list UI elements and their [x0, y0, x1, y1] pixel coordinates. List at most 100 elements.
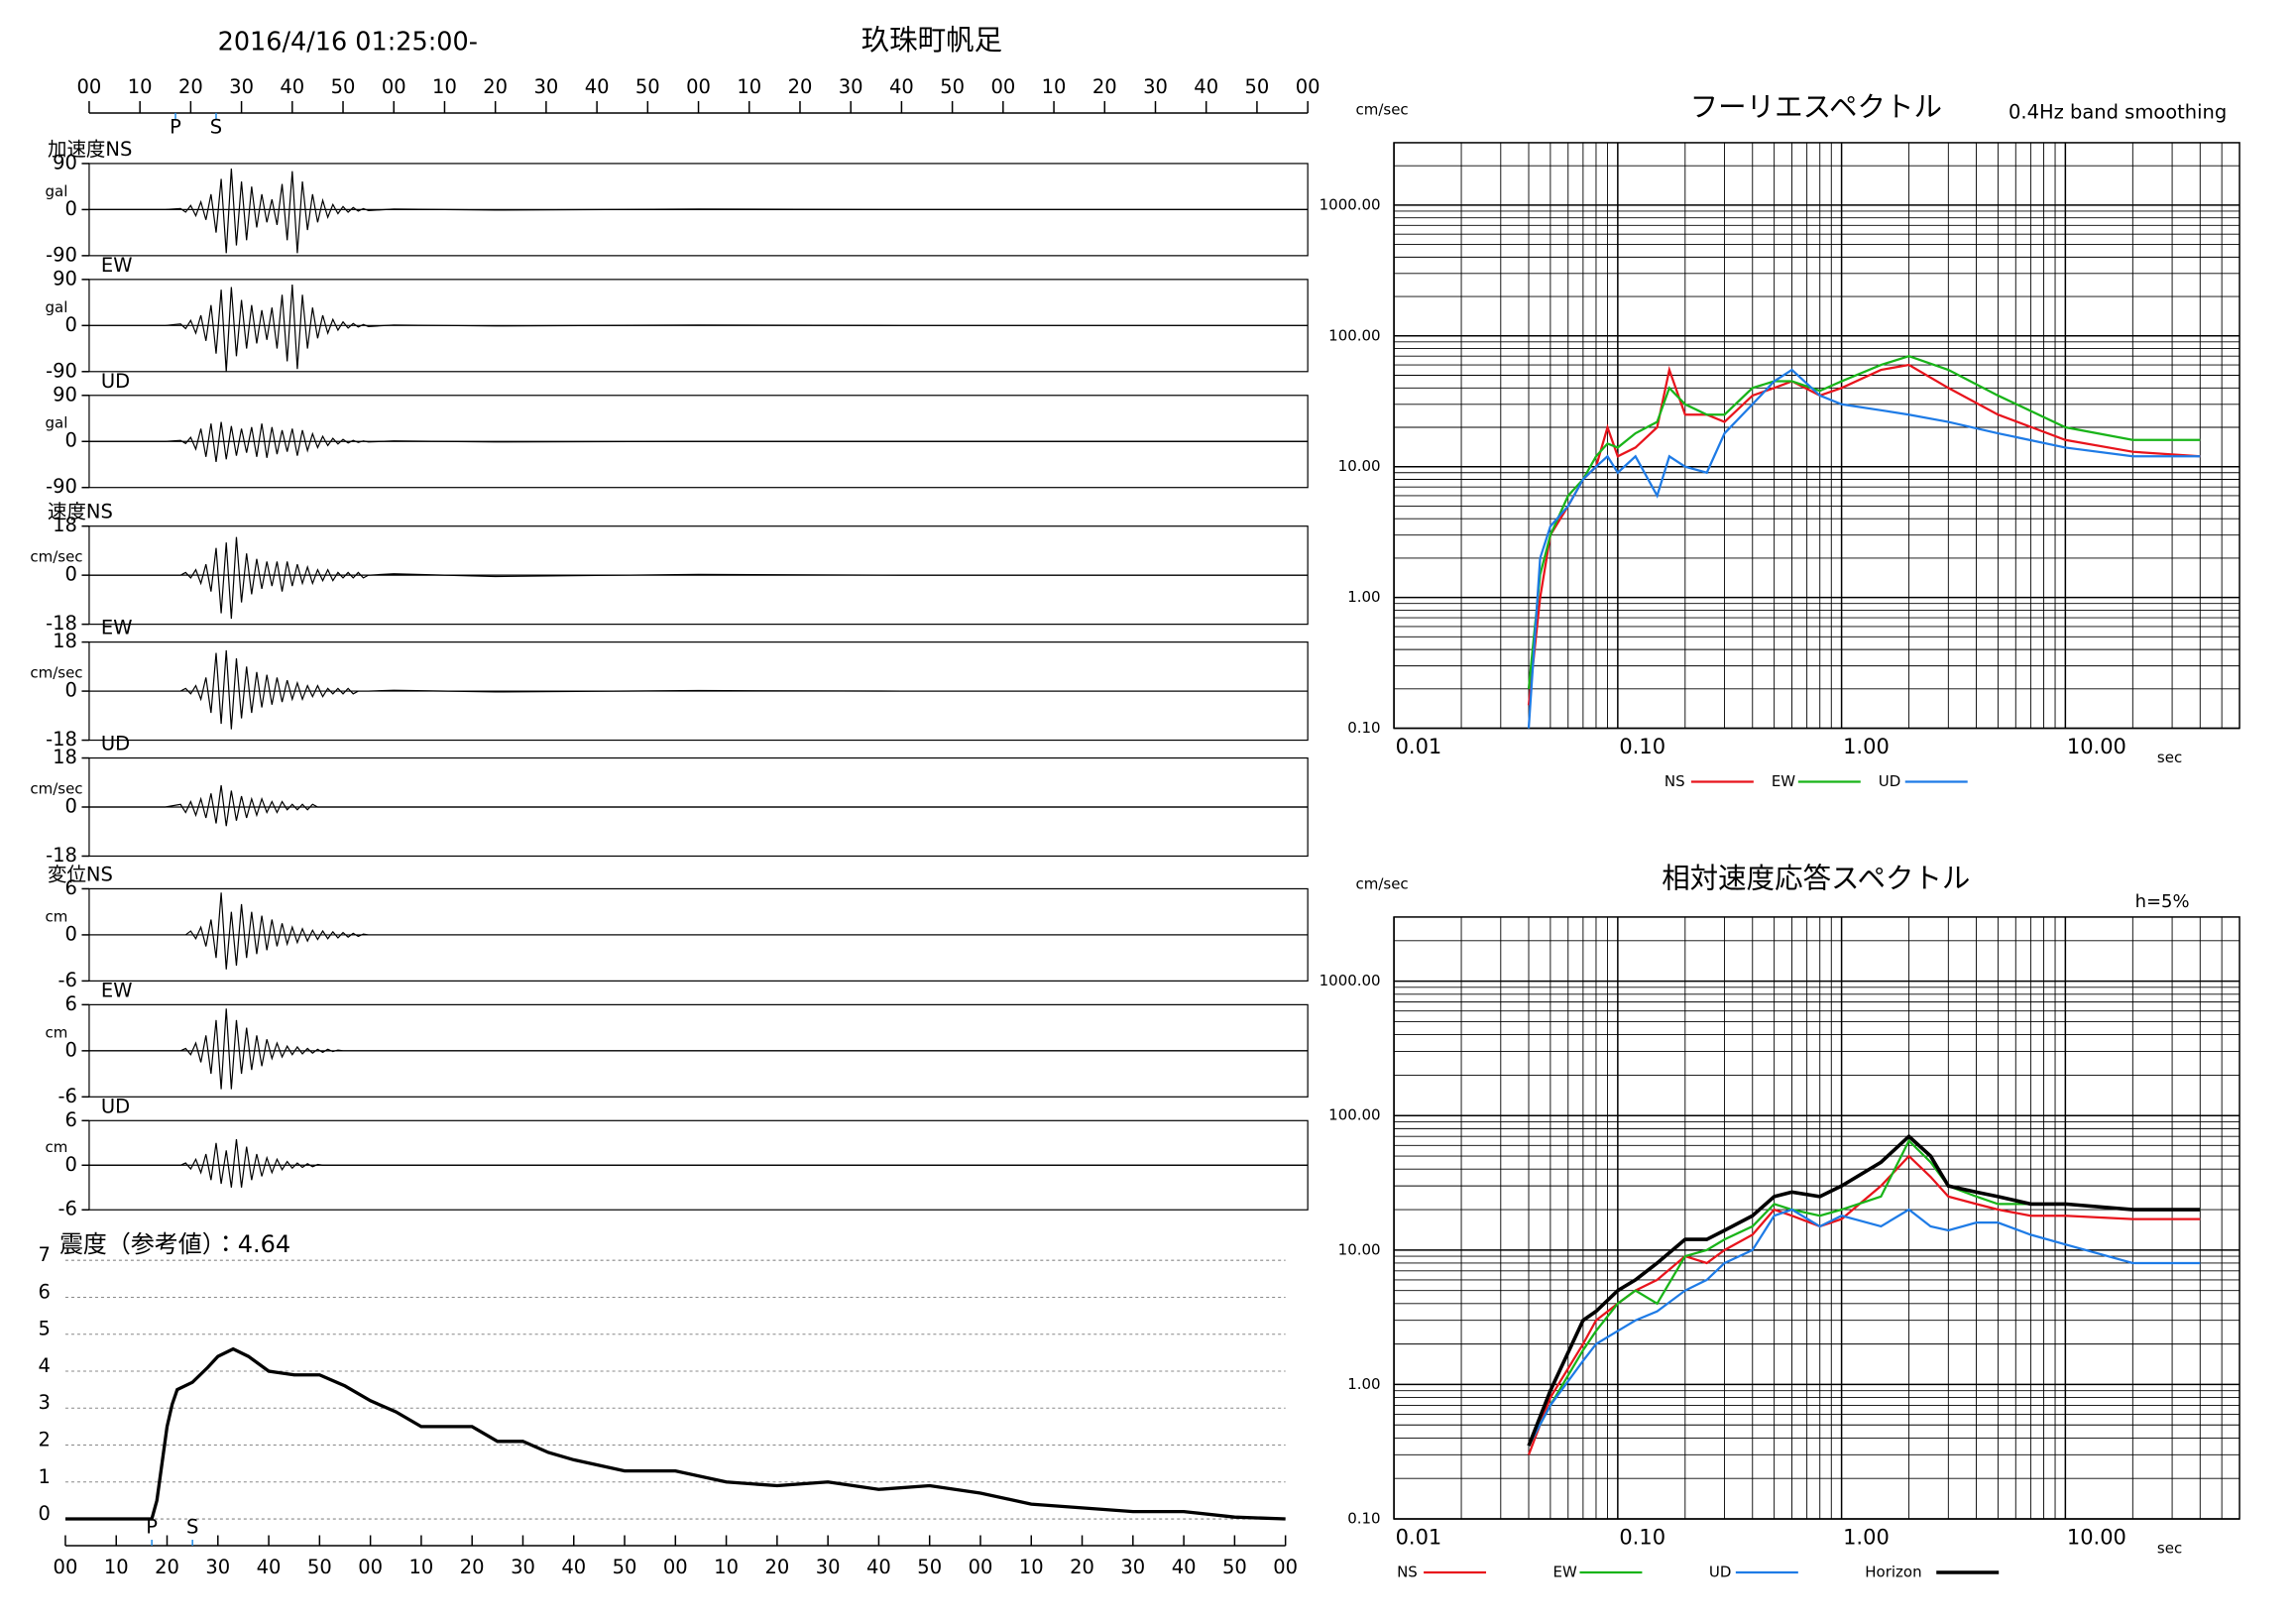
x-tick-label: 30	[1120, 1556, 1145, 1578]
waveform	[88, 784, 1309, 827]
y-tick-label: 1	[39, 1465, 51, 1488]
legend-label: UD	[1709, 1564, 1732, 1581]
y-tick-label: 10.00	[1338, 457, 1381, 475]
y-tick-label: 0	[65, 563, 77, 586]
legend-label: EW	[1552, 1564, 1576, 1581]
x-tick-label: 00	[382, 75, 406, 98]
x-tick-label: 20	[460, 1556, 485, 1578]
x-tick-label: 1.00	[1843, 735, 1890, 758]
y-tick-label: 90	[53, 151, 77, 174]
x-tick-label: 0.10	[1619, 1526, 1665, 1550]
y-tick-label: -6	[58, 969, 77, 991]
x-tick-label: 1.00	[1843, 1526, 1890, 1550]
y-tick-label: 18	[53, 630, 77, 652]
y-tick-label: 6	[65, 992, 77, 1015]
x-tick-label: 10	[409, 1556, 434, 1578]
x-tick-label: 50	[1222, 1556, 1247, 1578]
annotation: h=5%	[2135, 891, 2190, 912]
phase-label: P	[170, 115, 181, 138]
y-tick-label: 1.00	[1347, 1375, 1380, 1393]
x-tick-label: 40	[561, 1556, 586, 1578]
x-axis-unit: sec	[2157, 749, 2182, 766]
chart-subtitle: 0.4Hz band smoothing	[2009, 100, 2227, 123]
y-tick-label: -6	[58, 1198, 77, 1220]
waveform	[88, 421, 1309, 462]
x-tick-label: 50	[307, 1556, 332, 1578]
x-tick-label: 40	[585, 75, 610, 98]
x-tick-label: 50	[940, 75, 965, 98]
y-tick-label: 0	[65, 1153, 77, 1176]
y-tick-label: -18	[46, 728, 77, 751]
y-tick-label: 100.00	[1328, 326, 1380, 344]
x-tick-label: 30	[839, 75, 863, 98]
spectrum-line	[1527, 355, 2201, 689]
y-tick-label: 10.00	[1338, 1240, 1381, 1258]
y-tick-label: -90	[46, 243, 77, 266]
x-tick-label: 10	[1019, 1556, 1044, 1578]
x-tick-label: 00	[54, 1556, 78, 1578]
y-tick-label: 2	[39, 1429, 51, 1451]
x-tick-label: 50	[331, 75, 356, 98]
unit-label: gal	[46, 182, 68, 200]
x-tick-label: 00	[77, 75, 102, 98]
x-tick-label: 20	[155, 1556, 179, 1578]
y-tick-label: 18	[53, 514, 77, 536]
y-axis-unit: cm/sec	[1356, 874, 1409, 892]
x-tick-label: 00	[1273, 1556, 1298, 1578]
legend-label: Horizon	[1865, 1564, 1921, 1581]
x-tick-label: 40	[889, 75, 914, 98]
y-tick-label: 4	[39, 1354, 51, 1377]
spectrum-line	[1527, 1133, 2201, 1447]
unit-label: cm	[46, 1023, 68, 1041]
waveform	[88, 169, 1309, 254]
y-tick-label: 0	[65, 429, 77, 452]
record-datetime: 2016/4/16 01:25:00-	[218, 28, 478, 58]
unit-label: cm	[46, 1138, 68, 1156]
y-tick-label: 7	[39, 1243, 51, 1266]
x-tick-label: 20	[764, 1556, 789, 1578]
x-tick-label: 0.01	[1396, 1526, 1442, 1550]
spectrum-line	[1527, 368, 2201, 729]
x-tick-label: 10	[737, 75, 761, 98]
y-tick-label: -18	[46, 612, 77, 635]
unit-label: cm/sec	[30, 780, 82, 798]
y-tick-label: 6	[39, 1280, 51, 1303]
y-tick-label: 0	[65, 1038, 77, 1061]
phase-label: P	[146, 1516, 158, 1539]
panel-label: 速度NS	[48, 501, 113, 523]
x-tick-label: 10	[128, 75, 153, 98]
y-tick-label: 0	[65, 795, 77, 818]
x-tick-label: 50	[635, 75, 660, 98]
x-tick-label: 30	[534, 75, 559, 98]
waveform	[88, 1008, 1309, 1090]
panel-label: EW	[101, 979, 133, 1001]
waveform	[88, 284, 1309, 372]
y-tick-label: 1000.00	[1320, 195, 1381, 213]
y-tick-label: 6	[65, 1108, 77, 1131]
phase-label: S	[210, 115, 222, 138]
y-tick-label: -90	[46, 359, 77, 382]
panel-label: UD	[101, 1095, 130, 1117]
y-tick-label: 0	[65, 197, 77, 220]
x-tick-label: 20	[178, 75, 203, 98]
x-tick-label: 00	[1296, 75, 1320, 98]
legend-label: EW	[1772, 772, 1795, 790]
y-tick-label: 3	[39, 1391, 51, 1414]
x-tick-label: 20	[1070, 1556, 1094, 1578]
legend-label: UD	[1879, 772, 1901, 790]
x-tick-label: 20	[788, 75, 813, 98]
y-tick-label: 90	[53, 267, 77, 290]
x-tick-label: 00	[969, 1556, 993, 1578]
x-tick-label: 50	[917, 1556, 942, 1578]
x-tick-label: 00	[663, 1556, 688, 1578]
y-tick-label: 5	[39, 1318, 51, 1340]
intensity-line	[64, 1346, 1286, 1521]
x-tick-label: 40	[280, 75, 304, 98]
x-tick-label: 00	[990, 75, 1015, 98]
x-tick-label: 20	[1092, 75, 1117, 98]
x-tick-label: 50	[1245, 75, 1270, 98]
x-tick-label: 00	[686, 75, 711, 98]
x-tick-label: 30	[511, 1556, 535, 1578]
